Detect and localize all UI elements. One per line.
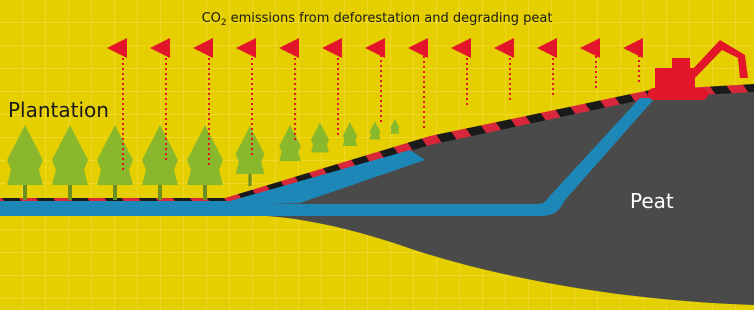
title: CO2 emissions from deforestation and degr… [202,11,553,28]
title-subscript: 2 [221,18,227,28]
title-rest: emissions from deforestation and degradi… [231,11,553,26]
peat-label: Peat [630,189,674,213]
plantation-label: Plantation [8,98,109,122]
title-prefix: CO [202,11,221,26]
diagram: CO2 emissions from deforestation and degr… [0,0,754,310]
